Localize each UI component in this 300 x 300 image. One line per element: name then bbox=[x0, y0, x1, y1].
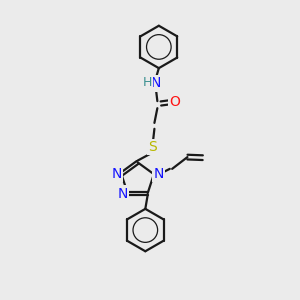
Text: O: O bbox=[169, 95, 181, 109]
Text: N: N bbox=[118, 187, 128, 201]
Text: S: S bbox=[148, 140, 157, 154]
Text: N: N bbox=[151, 76, 161, 91]
Text: N: N bbox=[112, 167, 122, 181]
Text: H: H bbox=[142, 76, 152, 89]
Text: N: N bbox=[153, 167, 164, 181]
